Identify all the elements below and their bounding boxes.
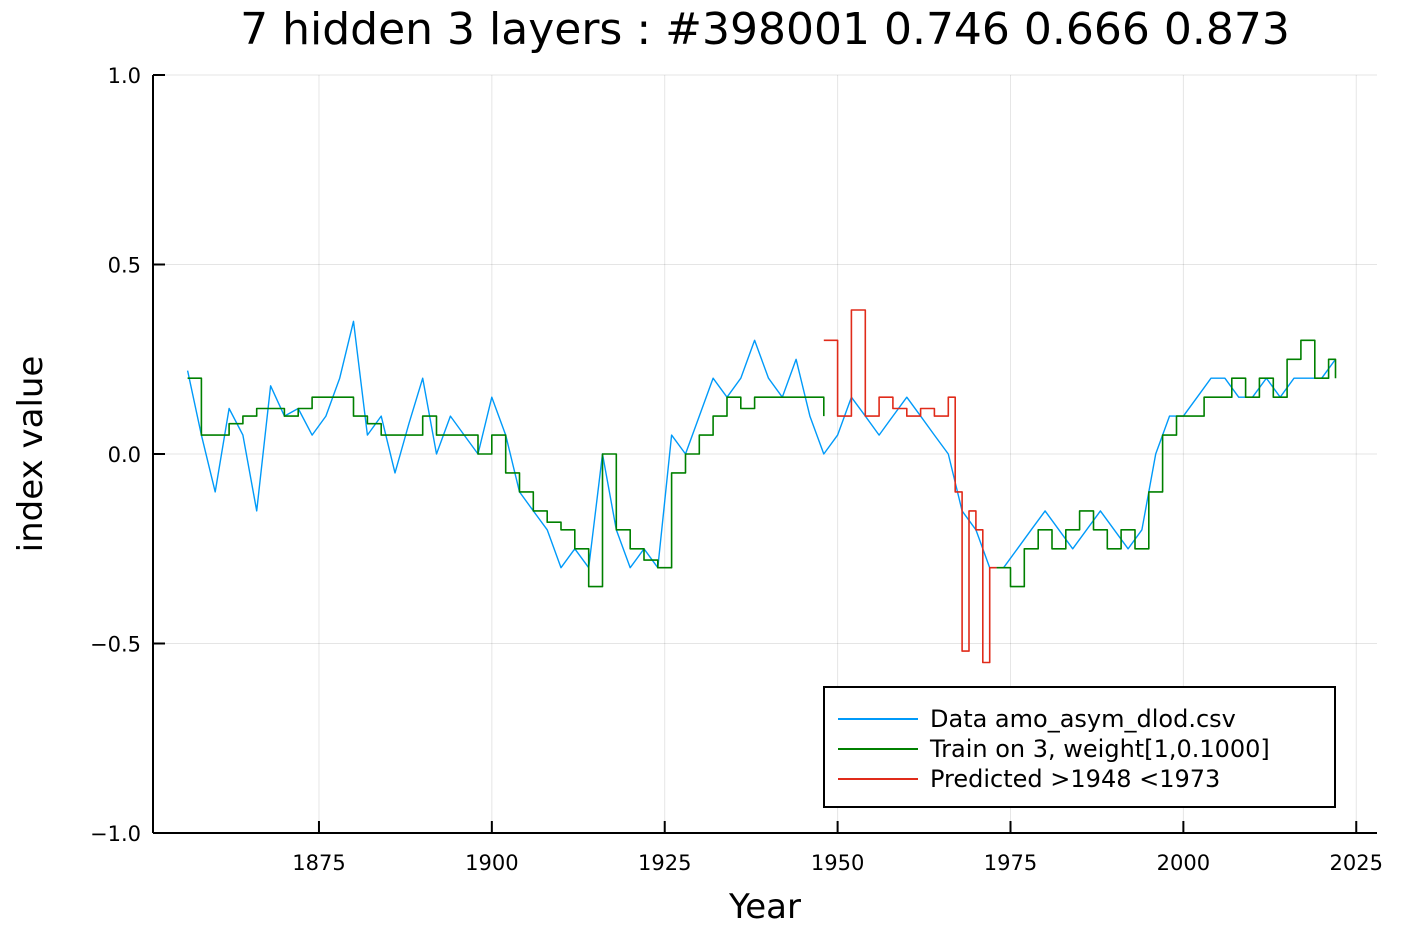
x-tick-label: 1950 xyxy=(811,851,864,875)
legend-entry: Data amo_asym_dlod.csv xyxy=(930,705,1236,733)
x-tick-label: 2000 xyxy=(1157,851,1210,875)
x-tick-label: 1900 xyxy=(465,851,518,875)
legend-entry: Predicted >1948 <1973 xyxy=(930,765,1220,793)
y-tick-label: −0.5 xyxy=(90,633,141,657)
series-line-0 xyxy=(186,320,1337,569)
series-line-3 xyxy=(996,339,1337,588)
x-tick-label: 1875 xyxy=(292,851,345,875)
x-axis-label: Year xyxy=(728,887,801,926)
x-tick-label: 1975 xyxy=(984,851,1037,875)
series-line-1 xyxy=(187,377,825,588)
x-ticks: 1875 1900 1925 1950 1975 2000 2025 xyxy=(292,821,1383,875)
y-tick-label: −1.0 xyxy=(90,822,141,846)
x-tick-label: 2025 xyxy=(1330,851,1383,875)
y-axis-label: index value xyxy=(11,356,51,553)
y-tick-label: 0.5 xyxy=(108,254,141,278)
y-tick-label: 0.0 xyxy=(108,443,141,467)
chart-title: 7 hidden 3 layers : #398001 0.746 0.666 … xyxy=(240,4,1290,55)
y-ticks: −1.0 −0.5 0.0 0.5 1.0 xyxy=(90,64,165,846)
series-line-2 xyxy=(823,309,997,664)
y-tick-label: 1.0 xyxy=(108,64,141,88)
legend-entry: Train on 3, weight[1,0.1000] xyxy=(929,735,1270,763)
series-layer xyxy=(186,309,1337,664)
legend-box xyxy=(823,686,1336,808)
x-tick-label: 1925 xyxy=(638,851,691,875)
